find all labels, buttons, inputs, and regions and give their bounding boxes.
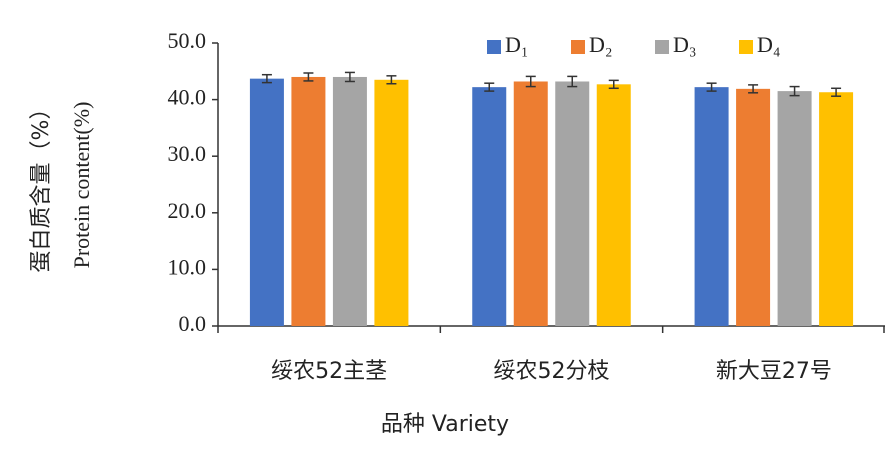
bar xyxy=(555,81,590,326)
error-bar xyxy=(608,79,619,90)
y-tick-label: 20.0 xyxy=(168,198,207,223)
legend-label: D₄ xyxy=(757,32,781,57)
x-tick-label: 绥农52分枝 xyxy=(494,359,610,384)
legend-swatch xyxy=(739,40,753,54)
legend-swatch xyxy=(487,40,501,54)
x-tick-label: 新大豆27号 xyxy=(716,359,832,384)
bar xyxy=(472,87,507,326)
error-bar xyxy=(706,82,717,92)
y-tick-label: 30.0 xyxy=(168,141,207,166)
bar xyxy=(513,81,548,326)
legend-swatch xyxy=(571,40,585,54)
bar xyxy=(736,88,771,326)
error-bar xyxy=(484,82,495,92)
error-bar xyxy=(831,87,842,97)
y-axis-label: Protein content(%) xyxy=(69,102,94,269)
error-bar xyxy=(567,75,578,88)
bar xyxy=(694,87,729,326)
legend-swatch xyxy=(655,40,669,54)
error-bar xyxy=(344,71,355,83)
x-tick-label: 绥农52主茎 xyxy=(271,359,387,384)
error-bar xyxy=(386,75,397,85)
y-tick-label: 40.0 xyxy=(168,85,207,110)
bar xyxy=(777,91,812,326)
bar xyxy=(291,76,326,327)
error-bar xyxy=(303,72,314,82)
y-tick-label: 0.0 xyxy=(179,311,207,336)
bar xyxy=(596,84,631,327)
error-bar xyxy=(748,84,759,94)
bar xyxy=(819,92,854,326)
bar xyxy=(374,79,409,326)
y-tick-label: 10.0 xyxy=(168,254,207,279)
error-bar xyxy=(789,85,800,97)
error-bar xyxy=(261,73,272,84)
legend-label: D₂ xyxy=(589,32,613,57)
legend-label: D₃ xyxy=(673,32,697,57)
y-axis-label: 蛋白质含量（%） xyxy=(29,98,54,273)
error-bar xyxy=(525,75,536,88)
bar xyxy=(332,76,367,327)
y-tick-label: 50.0 xyxy=(168,28,207,53)
legend-label: D₁ xyxy=(505,32,529,57)
bar xyxy=(249,78,284,327)
x-axis-label: 品种 Variety xyxy=(381,412,509,437)
